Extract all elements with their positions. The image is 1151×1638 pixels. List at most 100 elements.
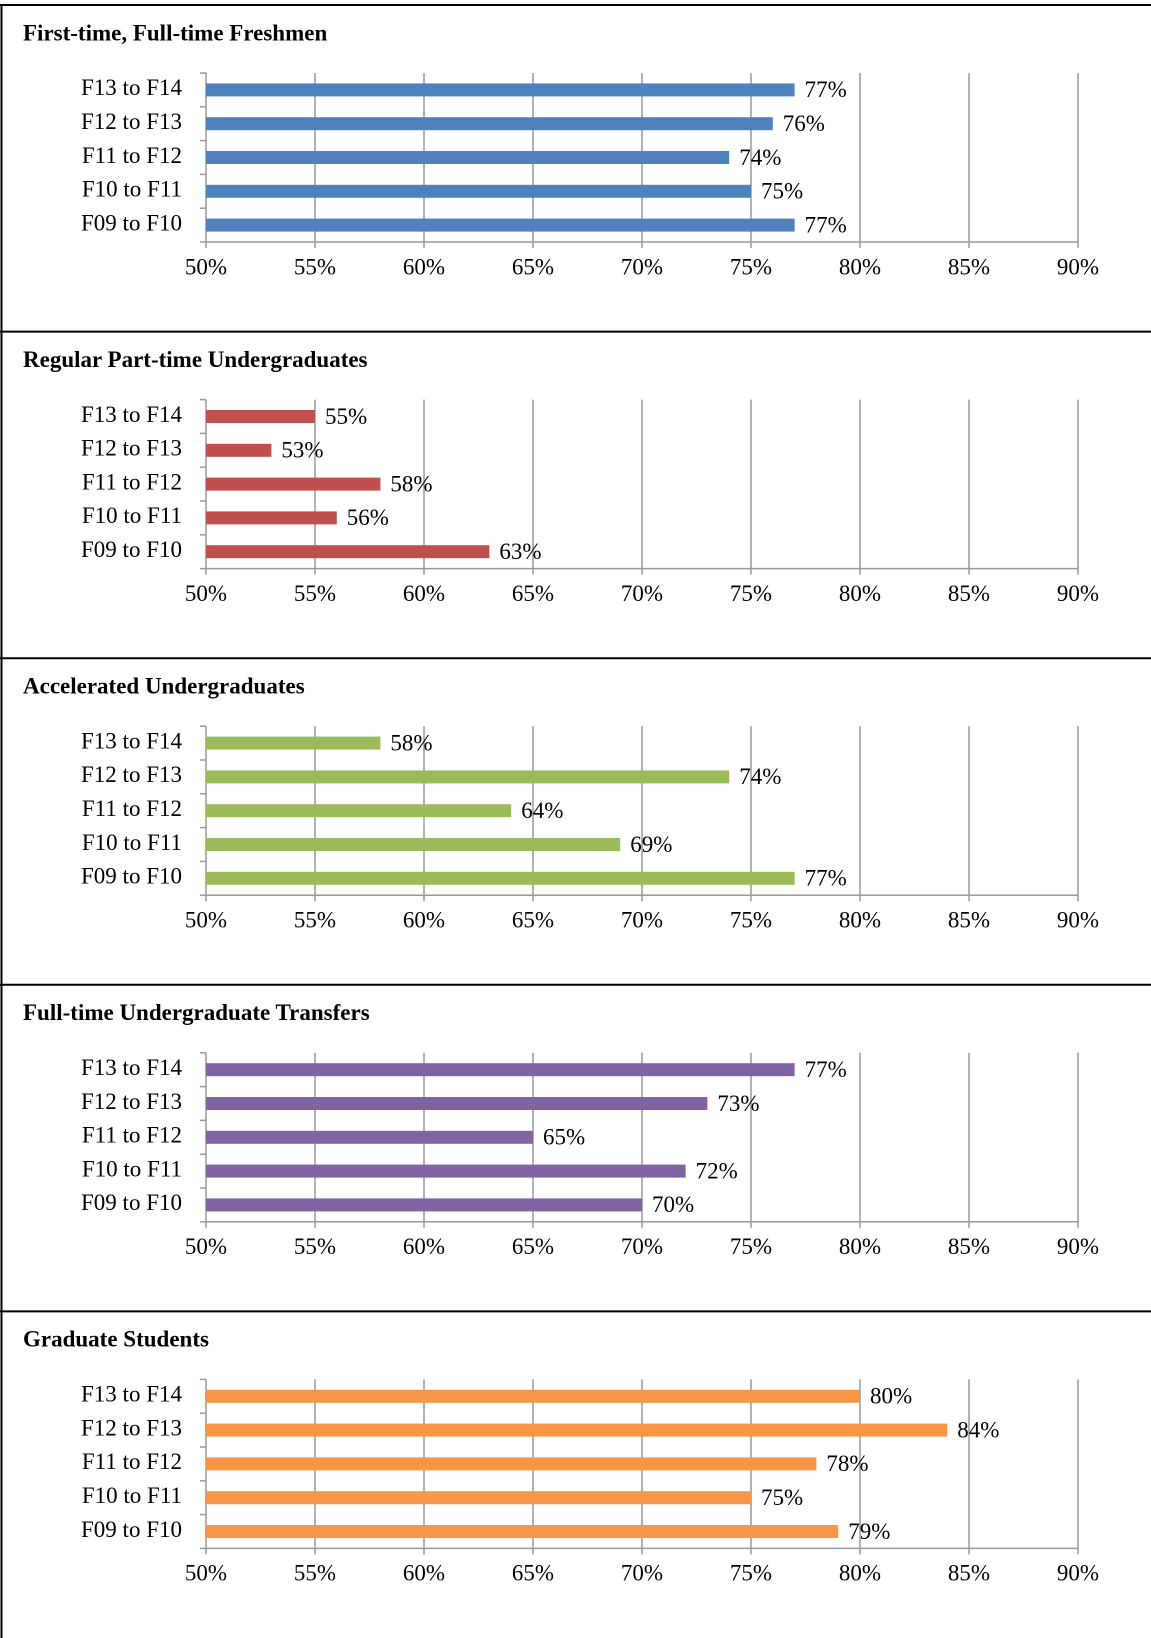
x-tick-label: 65% (512, 581, 554, 606)
x-tick-label: 85% (948, 254, 990, 279)
x-tick-label: 60% (403, 907, 445, 932)
x-tick-label: 85% (948, 907, 990, 932)
y-tick-label: F09 to F10 (81, 1190, 182, 1215)
x-tick-label: 60% (403, 254, 445, 279)
x-tick-label: 50% (185, 1234, 227, 1259)
y-tick-label: F12 to F13 (81, 109, 182, 134)
value-label: 77% (805, 77, 847, 102)
value-label: 74% (739, 145, 781, 170)
x-tick-label: 70% (621, 1561, 663, 1586)
x-tick-label: 75% (730, 1561, 772, 1586)
value-label: 77% (805, 1057, 847, 1082)
y-tick-label: F10 to F11 (82, 830, 182, 855)
bar (206, 1063, 795, 1077)
value-label: 69% (630, 832, 672, 857)
x-tick-label: 90% (1057, 1234, 1099, 1259)
x-tick-label: 80% (839, 254, 881, 279)
x-tick-label: 90% (1057, 581, 1099, 606)
bar (206, 1423, 948, 1437)
value-label: 53% (281, 438, 323, 463)
x-tick-label: 75% (730, 907, 772, 932)
x-tick-label: 80% (839, 581, 881, 606)
x-tick-label: 60% (403, 581, 445, 606)
value-label: 77% (805, 866, 847, 891)
x-tick-label: 90% (1057, 254, 1099, 279)
x-tick-label: 55% (294, 581, 336, 606)
bar (206, 1164, 686, 1178)
bar (206, 1198, 642, 1212)
x-tick-label: 75% (730, 1234, 772, 1259)
value-label: 78% (826, 1451, 868, 1476)
chart-title: Regular Part-time Undergraduates (23, 347, 368, 372)
y-tick-label: F09 to F10 (81, 210, 182, 235)
x-tick-label: 90% (1057, 1561, 1099, 1586)
x-tick-label: 70% (621, 907, 663, 932)
x-tick-label: 85% (948, 581, 990, 606)
bar (206, 443, 272, 457)
bar (206, 1525, 839, 1538)
value-label: 84% (957, 1417, 999, 1442)
x-tick-label: 85% (948, 1561, 990, 1586)
value-label: 56% (347, 505, 389, 530)
x-tick-label: 50% (185, 581, 227, 606)
value-label: 72% (696, 1158, 738, 1183)
x-tick-label: 55% (294, 1234, 336, 1259)
bar (206, 410, 315, 423)
value-label: 75% (761, 179, 803, 204)
x-tick-label: 70% (621, 254, 663, 279)
bar (206, 770, 730, 784)
value-label: 63% (499, 539, 541, 564)
x-tick-label: 60% (403, 1234, 445, 1259)
y-tick-label: F12 to F13 (81, 436, 182, 461)
bar (206, 804, 512, 818)
bar (206, 151, 730, 164)
chart-title: Graduate Students (23, 1327, 209, 1352)
x-tick-label: 80% (839, 907, 881, 932)
y-tick-label: F13 to F14 (81, 1055, 182, 1080)
x-tick-label: 70% (621, 1234, 663, 1259)
y-tick-label: F11 to F12 (82, 143, 182, 168)
y-tick-label: F10 to F11 (82, 1156, 182, 1181)
bar (206, 117, 773, 131)
x-tick-label: 50% (185, 907, 227, 932)
value-label: 80% (870, 1384, 912, 1409)
x-tick-label: 80% (839, 1561, 881, 1586)
y-tick-label: F11 to F12 (82, 796, 182, 821)
y-tick-label: F13 to F14 (81, 75, 182, 100)
x-tick-label: 75% (730, 581, 772, 606)
y-tick-label: F12 to F13 (81, 1415, 182, 1440)
bar (206, 218, 795, 232)
value-label: 65% (543, 1125, 585, 1150)
value-label: 58% (390, 471, 432, 496)
y-tick-label: F12 to F13 (81, 1089, 182, 1114)
bar (206, 545, 490, 559)
y-tick-label: F10 to F11 (82, 503, 182, 528)
value-label: 76% (783, 111, 825, 136)
value-label: 58% (390, 730, 432, 755)
x-tick-label: 65% (512, 907, 554, 932)
bar (206, 83, 795, 97)
y-tick-label: F12 to F13 (81, 762, 182, 787)
bar (206, 736, 381, 750)
y-tick-label: F11 to F12 (82, 469, 182, 494)
x-tick-label: 90% (1057, 907, 1099, 932)
value-label: 74% (739, 764, 781, 789)
chart-title: Accelerated Undergraduates (23, 673, 305, 698)
x-tick-label: 75% (730, 254, 772, 279)
value-label: 79% (848, 1519, 890, 1544)
y-tick-label: F13 to F14 (81, 1382, 182, 1407)
x-tick-label: 85% (948, 1234, 990, 1259)
bar (206, 1097, 708, 1110)
x-tick-label: 55% (294, 1561, 336, 1586)
y-tick-label: F09 to F10 (81, 864, 182, 889)
bar (206, 184, 751, 198)
x-tick-label: 70% (621, 581, 663, 606)
bar (206, 1130, 533, 1144)
x-tick-label: 55% (294, 254, 336, 279)
value-label: 55% (325, 404, 367, 429)
value-label: 75% (761, 1485, 803, 1510)
chart-title: First-time, Full-time Freshmen (23, 20, 327, 45)
x-tick-label: 60% (403, 1561, 445, 1586)
y-tick-label: F13 to F14 (81, 402, 182, 427)
